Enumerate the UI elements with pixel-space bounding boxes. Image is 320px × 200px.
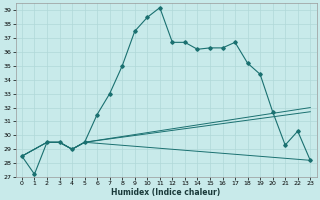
X-axis label: Humidex (Indice chaleur): Humidex (Indice chaleur) xyxy=(111,188,221,197)
